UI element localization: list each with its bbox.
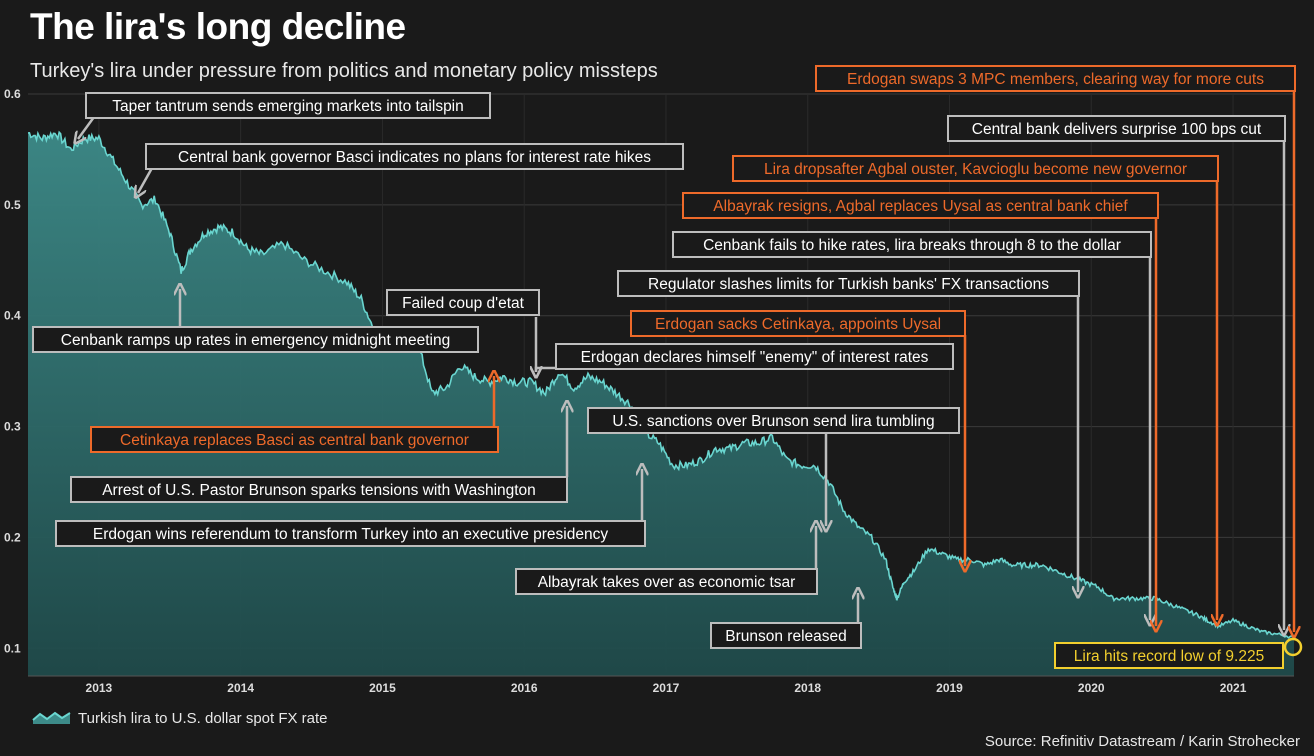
- series-line: [27, 130, 1295, 639]
- legend: Turkish lira to U.S. dollar spot FX rate: [32, 710, 328, 727]
- annotation-box: [85, 92, 491, 119]
- annotation: Central bank delivers surprise 100 bps c…: [947, 115, 1286, 630]
- annotation-arrow: [78, 116, 96, 139]
- legend-label: Turkish lira to U.S. dollar spot FX rate: [78, 710, 328, 727]
- annotation-box: [682, 192, 1159, 219]
- annotation-box: [32, 326, 479, 353]
- annotation-label: Albayrak takes over as economic tsar: [538, 574, 796, 591]
- annotation: Lira hits record low of 9.225: [1054, 642, 1284, 669]
- annotation-label: Erdogan declares himself "enemy" of inte…: [581, 349, 929, 366]
- annotation-label: Cenbank fails to hike rates, lira breaks…: [703, 237, 1121, 254]
- annotation-label: Central bank delivers surprise 100 bps c…: [972, 121, 1262, 138]
- x-tick-label: 2015: [369, 681, 396, 695]
- annotation-box: [55, 520, 646, 547]
- annotation-box: [672, 231, 1152, 258]
- annotation-label: Albayrak resigns, Agbal replaces Uysal a…: [713, 198, 1128, 215]
- annotation-label: Central bank governor Basci indicates no…: [178, 149, 651, 166]
- x-tick-label: 2020: [1078, 681, 1105, 695]
- annotation-label: Cenbank ramps up rates in emergency midn…: [61, 332, 450, 349]
- annotation-label: Lira dropsafter Agbal ouster, Kavcioglu …: [764, 161, 1187, 178]
- y-tick-label: 0.2: [4, 530, 21, 544]
- annotation: Lira dropsafter Agbal ouster, Kavcioglu …: [732, 155, 1219, 620]
- annotation-box: [555, 343, 954, 370]
- y-tick-label: 0.1: [4, 641, 21, 655]
- annotation: Taper tantrum sends emerging markets int…: [78, 92, 491, 139]
- annotation: Arrest of U.S. Pastor Brunson sparks ten…: [70, 406, 568, 503]
- source-credit: Source: Refinitiv Datastream / Karin Str…: [984, 733, 1300, 750]
- annotation-box: [710, 622, 862, 649]
- annotation-label: Cetinkaya replaces Basci as central bank…: [120, 432, 469, 449]
- annotation: Albayrak takes over as economic tsar: [515, 526, 818, 595]
- annotation: Failed coup d'etat: [386, 289, 540, 372]
- annotation: Regulator slashes limits for Turkish ban…: [617, 270, 1080, 592]
- annotation-label: Erdogan wins referendum to transform Tur…: [93, 526, 608, 543]
- annotation-label: Taper tantrum sends emerging markets int…: [112, 98, 464, 115]
- annotation: Central bank governor Basci indicates no…: [138, 143, 684, 193]
- annotation-box: [815, 65, 1296, 92]
- x-tick-label: 2016: [511, 681, 538, 695]
- annotation: Brunson released: [710, 593, 862, 649]
- y-tick-label: 0.6: [4, 87, 21, 101]
- annotation: Erdogan swaps 3 MPC members, clearing wa…: [815, 65, 1296, 632]
- legend-swatch-line: [32, 711, 71, 721]
- x-tick-label: 2013: [86, 681, 113, 695]
- annotation-box: [732, 155, 1219, 182]
- annotation: Albayrak resigns, Agbal replaces Uysal a…: [682, 192, 1159, 626]
- annotation: Cenbank fails to hike rates, lira breaks…: [672, 231, 1152, 620]
- annotation-box: [515, 568, 818, 595]
- annotation-arrow: [536, 368, 556, 372]
- annotation-box: [630, 310, 966, 337]
- annotation-box: [386, 289, 540, 316]
- y-tick-label: 0.5: [4, 198, 21, 212]
- y-tick-label: 0.4: [4, 309, 21, 323]
- x-tick-label: 2017: [653, 681, 680, 695]
- annotation-label: Erdogan swaps 3 MPC members, clearing wa…: [847, 71, 1264, 88]
- annotation-box: [617, 270, 1080, 297]
- annotation: Erdogan declares himself "enemy" of inte…: [536, 343, 954, 372]
- x-tick-label: 2021: [1220, 681, 1247, 695]
- annotation-box: [70, 476, 568, 503]
- annotation-label: Regulator slashes limits for Turkish ban…: [648, 276, 1049, 293]
- x-tick-label: 2014: [227, 681, 254, 695]
- annotation: Erdogan wins referendum to transform Tur…: [55, 469, 646, 547]
- annotation-box: [145, 143, 684, 170]
- annotation-label: Brunson released: [725, 628, 847, 645]
- annotation: Cenbank ramps up rates in emergency midn…: [32, 289, 479, 353]
- y-tick-label: 0.3: [4, 420, 21, 434]
- annotation-box: [1054, 642, 1284, 669]
- annotation-box: [947, 115, 1286, 142]
- annotation: Cetinkaya replaces Basci as central bank…: [90, 376, 499, 453]
- x-tick-label: 2019: [936, 681, 963, 695]
- annotations: Taper tantrum sends emerging markets int…: [32, 65, 1303, 669]
- chart-subtitle: Turkey's lira under pressure from politi…: [30, 60, 658, 82]
- axes: 0.1 0.2 0.3 0.4 0.5 0.6 2013 2014 2015 2016 2017 20…: [4, 87, 1294, 695]
- annotation-label: Erdogan sacks Cetinkaya, appoints Uysal: [655, 316, 941, 333]
- chart-title: The lira's long decline: [30, 6, 406, 47]
- x-tick-label: 2018: [794, 681, 821, 695]
- annotation-label: U.S. sanctions over Brunson send lira tu…: [612, 413, 934, 430]
- record-low-marker: [1283, 637, 1303, 657]
- annotation-label: Arrest of U.S. Pastor Brunson sparks ten…: [102, 482, 536, 499]
- annotation: Erdogan sacks Cetinkaya, appoints Uysal: [630, 310, 966, 566]
- annotation-label: Lira hits record low of 9.225: [1074, 648, 1264, 665]
- annotation-box: [587, 407, 960, 434]
- annotation-box: [90, 426, 499, 453]
- annotation: U.S. sanctions over Brunson send lira tu…: [587, 407, 960, 526]
- annotation-arrow: [138, 167, 154, 193]
- annotation-label: Failed coup d'etat: [402, 295, 525, 312]
